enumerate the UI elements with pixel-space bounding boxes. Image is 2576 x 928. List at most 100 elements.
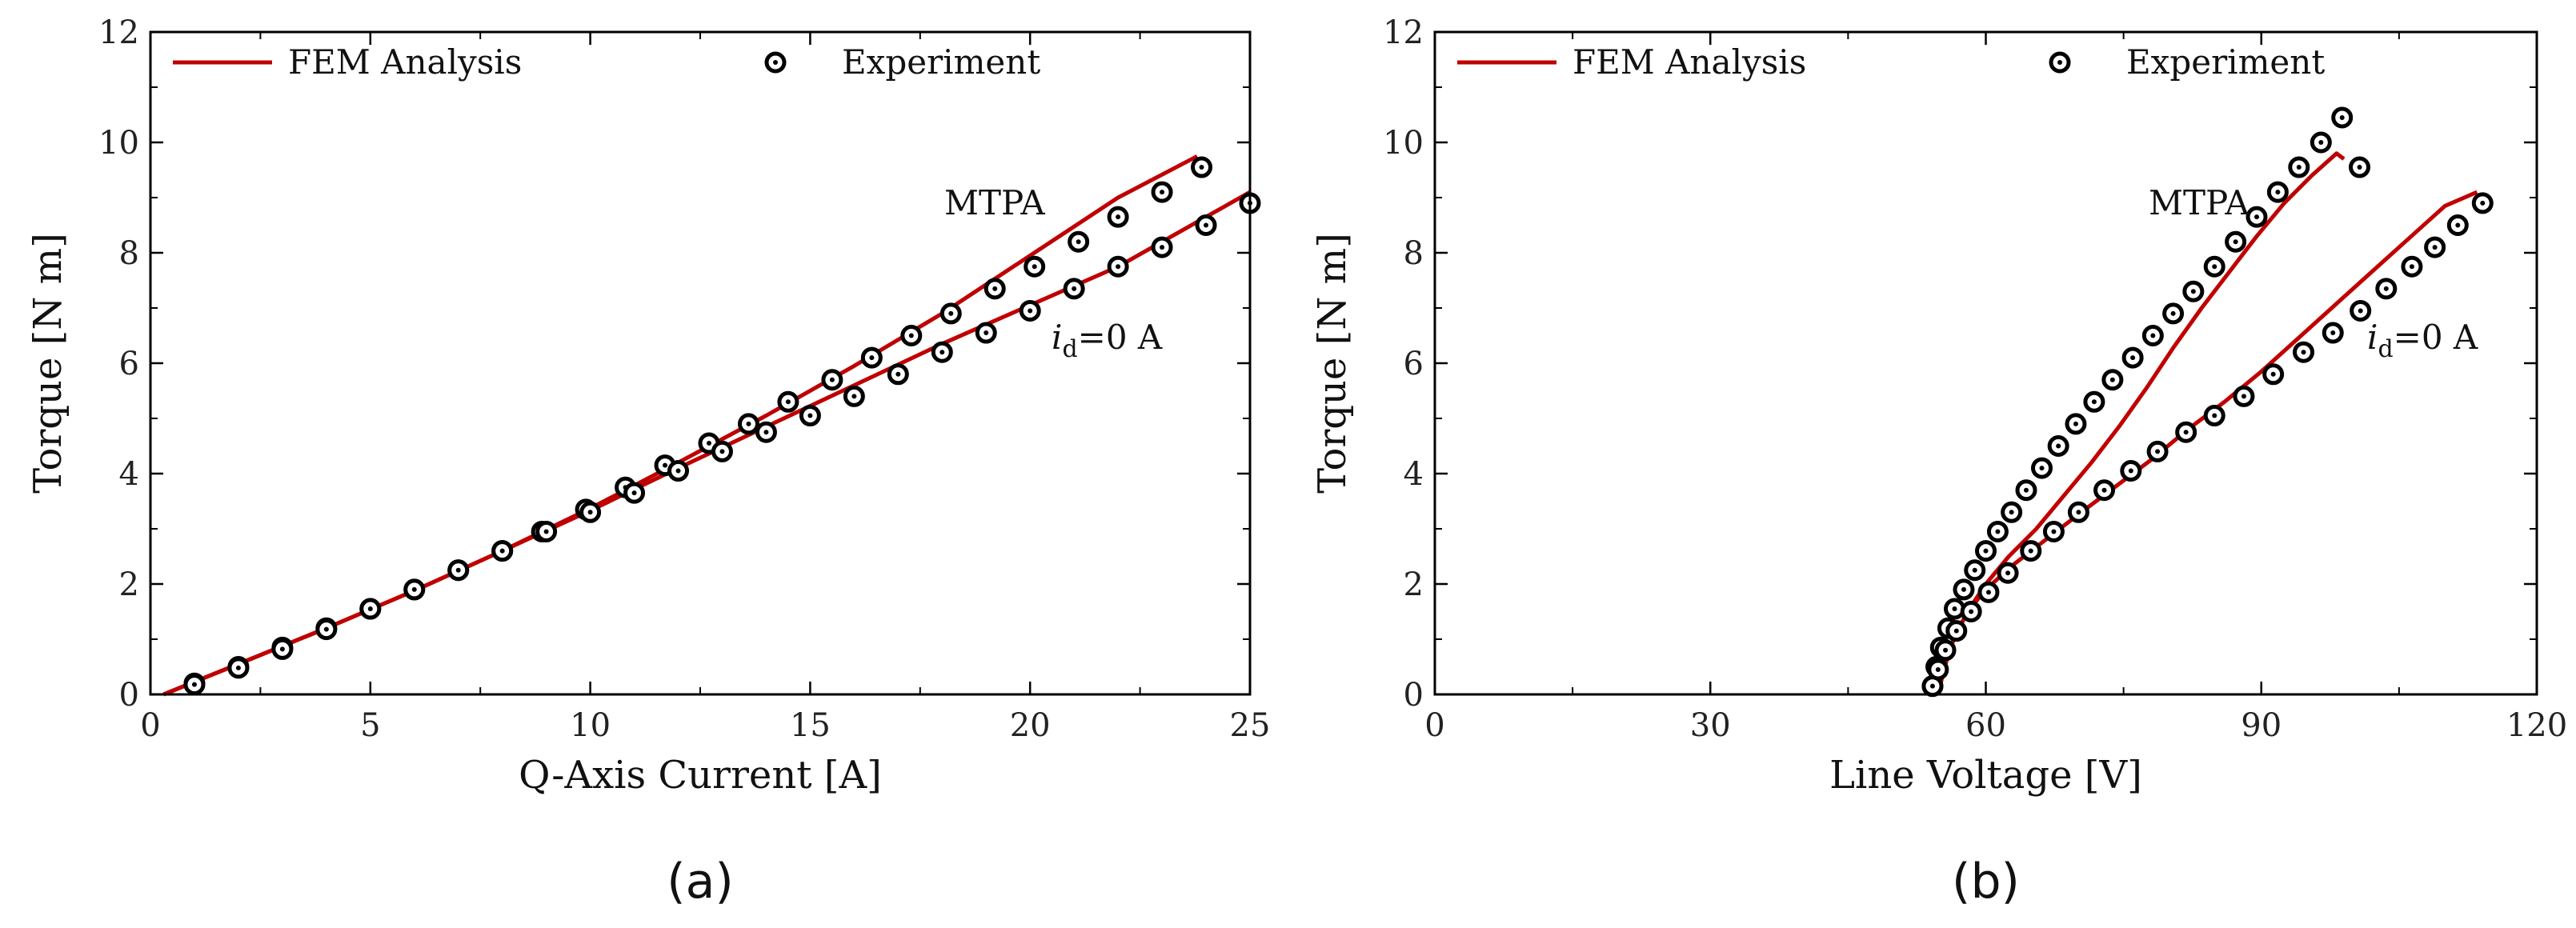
experiment-point xyxy=(737,413,759,435)
marker-dot xyxy=(1028,308,1033,314)
y-tick-label: 8 xyxy=(119,235,139,272)
x-tick-label: 25 xyxy=(1230,707,1271,744)
experiment-point xyxy=(2182,280,2205,302)
y-tick-label: 10 xyxy=(1383,125,1424,162)
marker-dot xyxy=(2233,239,2238,245)
marker-dot xyxy=(587,510,593,515)
marker-dot xyxy=(2318,140,2324,145)
experiment-point xyxy=(2245,206,2268,228)
marker-dot xyxy=(706,441,711,446)
experiment-point xyxy=(1195,214,1217,236)
experiment-point xyxy=(667,460,690,482)
marker-dot xyxy=(1199,165,1204,170)
experiment-point xyxy=(2120,460,2142,482)
marker-dot xyxy=(1935,666,1941,672)
experiment-point xyxy=(860,346,883,369)
fem-line xyxy=(1936,151,2346,695)
marker-dot xyxy=(1952,606,1957,612)
experiment-point xyxy=(2225,230,2247,253)
marker-dot xyxy=(2455,222,2461,228)
marker-dot xyxy=(829,377,835,382)
marker-dot xyxy=(2170,310,2176,316)
experiment-point xyxy=(755,421,777,443)
experiment-point xyxy=(1975,540,1997,562)
marker-dot xyxy=(1943,647,1949,653)
annotation-id-subscript: d xyxy=(1062,335,1077,363)
x-tick-label: 30 xyxy=(1690,707,1731,744)
marker-dot xyxy=(1160,190,1165,195)
experiment-point xyxy=(2047,435,2069,457)
experiment-point xyxy=(900,325,923,346)
marker-dot xyxy=(2130,355,2136,361)
marker-dot xyxy=(191,682,197,687)
marker-dot xyxy=(2128,468,2133,474)
x-tick-label: 0 xyxy=(1424,707,1444,744)
marker-dot xyxy=(2270,371,2276,377)
experiment-point xyxy=(2093,479,2116,502)
annotation-id-symbol: i xyxy=(1052,318,1062,357)
marker-dot xyxy=(1032,264,1037,270)
experiment-point xyxy=(2233,385,2255,407)
experiment-point xyxy=(183,674,206,696)
legend: FEM Analysis Experiment xyxy=(173,42,1040,82)
experiment-point xyxy=(2067,501,2089,523)
experiment-point xyxy=(1063,278,1085,300)
experiment-point xyxy=(2042,520,2065,542)
marker-dot xyxy=(1972,567,1977,573)
marker-dot xyxy=(2480,200,2486,206)
annotation-id-symbol: i xyxy=(2367,318,2378,357)
experiment-point xyxy=(1107,206,1129,228)
legend-fem-label: FEM Analysis xyxy=(1572,42,1806,82)
experiment-point xyxy=(2015,479,2037,502)
experiment-point xyxy=(2065,413,2087,435)
y-tick-label: 10 xyxy=(98,125,139,162)
x-tick-label: 0 xyxy=(140,707,160,744)
x-tick-label: 120 xyxy=(2506,707,2567,744)
marker-dot xyxy=(1116,264,1121,270)
experiment-point xyxy=(447,559,470,582)
marker-dot xyxy=(2330,330,2336,336)
experiment-point xyxy=(939,302,962,325)
marker-dot xyxy=(455,567,461,573)
experiment-point xyxy=(2141,325,2164,346)
marker-dot xyxy=(2275,190,2281,195)
marker-dot xyxy=(1953,628,1959,634)
legend-fem-label: FEM Analysis xyxy=(288,42,522,82)
marker-dot xyxy=(2051,529,2057,534)
x-tick-label: 60 xyxy=(1965,707,2006,744)
marker-dot xyxy=(2101,487,2107,493)
experiment-point xyxy=(491,540,514,562)
experiment-point xyxy=(271,638,294,660)
y-axis-label: Torque [N m] xyxy=(26,233,70,494)
experiment-point xyxy=(315,618,338,641)
x-tick-label: 5 xyxy=(360,707,380,744)
marker-dot xyxy=(992,286,998,291)
marker-dot xyxy=(2358,308,2363,314)
y-tick-label: 4 xyxy=(119,456,139,493)
experiment-point xyxy=(2293,341,2315,363)
marker-dot xyxy=(411,586,417,592)
legend: FEM Analysis Experiment xyxy=(1457,42,2325,82)
marker-dot xyxy=(2212,413,2217,418)
marker-dot xyxy=(2009,510,2014,515)
experiment-point xyxy=(2322,322,2344,344)
annotation-id-value: =0 A xyxy=(2394,318,2478,357)
y-tick-label: 6 xyxy=(1404,346,1424,382)
experiment-point xyxy=(1997,562,2019,584)
marker-dot xyxy=(2383,286,2389,291)
marker-dot xyxy=(2241,394,2246,399)
marker-dot xyxy=(2091,399,2097,405)
marker-dot xyxy=(948,310,954,316)
chart-panel-b: 0 30 60 90 120 0 2 4 6 8 10 12 FEM Analysis Experimen… xyxy=(1310,14,2567,910)
marker-dot xyxy=(1072,286,1077,291)
experiment-point xyxy=(2331,106,2354,129)
marker-dot xyxy=(719,449,725,454)
experiment-point xyxy=(1024,255,1046,278)
experiment-point xyxy=(2310,131,2332,154)
marker-dot xyxy=(895,371,901,377)
annotation-id0: id=0 A xyxy=(1052,318,1163,363)
y-tick-label: 0 xyxy=(1404,677,1424,714)
marker-dot xyxy=(2109,377,2115,382)
marker-dot xyxy=(807,413,813,418)
experiment-point xyxy=(359,598,382,620)
